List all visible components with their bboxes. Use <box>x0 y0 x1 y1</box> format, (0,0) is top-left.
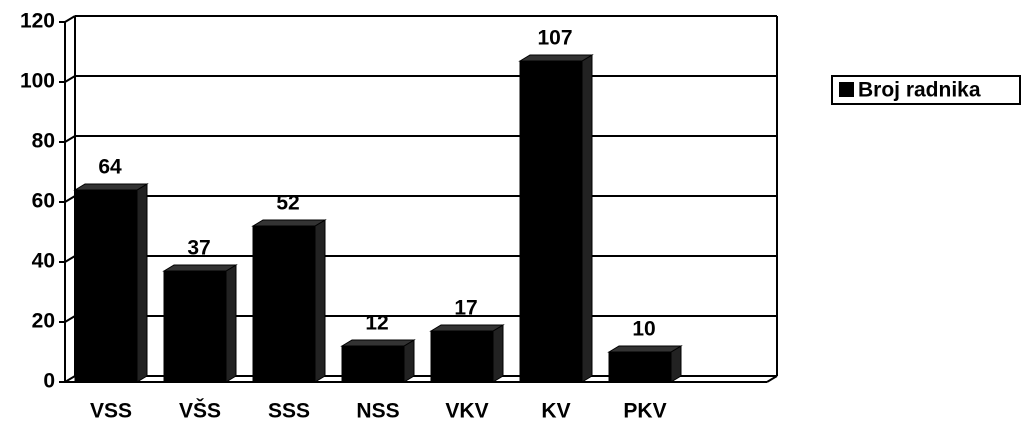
legend-label: Broj radnika <box>858 79 981 102</box>
data-label: 37 <box>187 237 210 260</box>
x-tick-label: KV <box>541 400 570 423</box>
x-tick-label: VŠS <box>179 399 221 423</box>
bar <box>162 264 238 383</box>
depth-line <box>64 195 76 203</box>
depth-line <box>64 375 76 383</box>
data-label: 17 <box>454 297 477 320</box>
y-tick-label: 100 <box>20 70 55 93</box>
x-tick-label: SSS <box>268 400 310 423</box>
depth-line <box>64 15 76 23</box>
y-tick-label: 20 <box>32 310 55 333</box>
y-tick-label: 120 <box>20 10 55 33</box>
bar <box>340 339 416 383</box>
y-tick-label: 0 <box>43 370 55 393</box>
data-label: 10 <box>632 318 655 341</box>
data-label: 107 <box>537 27 572 50</box>
depth-line <box>64 255 76 263</box>
data-label: 64 <box>98 156 122 179</box>
x-tick-label: VKV <box>445 400 488 423</box>
depth-line <box>64 75 76 83</box>
data-label: 12 <box>365 312 388 335</box>
bar <box>518 54 594 383</box>
depth-line <box>64 315 76 323</box>
depth-line <box>64 135 76 143</box>
y-tick-label: 40 <box>32 250 55 273</box>
bar <box>73 183 149 383</box>
legend-swatch <box>839 82 854 97</box>
y-tick-label: 80 <box>32 130 55 153</box>
x-tick-label: PKV <box>623 400 666 423</box>
legend-box <box>831 75 1021 105</box>
y-tick-label: 60 <box>32 190 55 213</box>
bar <box>429 324 505 383</box>
bar <box>251 219 327 383</box>
x-tick-label: NSS <box>356 400 399 423</box>
data-label: 52 <box>276 192 299 215</box>
x-tick-label: VSS <box>90 400 132 423</box>
bar <box>607 345 683 383</box>
